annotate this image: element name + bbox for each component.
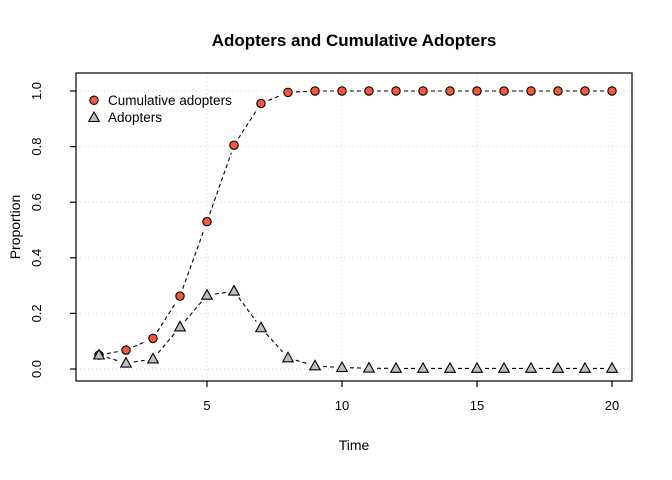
adopters-point [146, 352, 160, 364]
series-layer [92, 86, 619, 373]
y-tick-label: 1.0 [29, 82, 44, 100]
series-line-segment [156, 302, 177, 332]
cumulative-adopters-point [580, 86, 590, 96]
adopters-point [524, 361, 538, 373]
adopters-point [281, 351, 295, 363]
adopters-point [416, 361, 430, 373]
adopters-point [173, 320, 187, 332]
x-tick-label: 10 [335, 398, 349, 413]
adopters-point [443, 361, 457, 373]
adopters-point [227, 284, 241, 296]
y-tick-label: 0.2 [29, 304, 44, 322]
cumulative-adopters-point [364, 86, 374, 96]
series-line-segment [184, 301, 203, 322]
y-tick-label: 0.6 [29, 193, 44, 211]
adopters-point [605, 361, 619, 373]
cumulative-adopters-point [418, 86, 428, 96]
cumulative-adopters-point [202, 216, 212, 227]
cumulative-adopters-point [472, 86, 482, 96]
series-line-segment [295, 359, 308, 365]
axes-layer: 5 10 15 20 0.0 0.2 0.4 0.6 0.8 1.0 [29, 72, 633, 413]
x-axis-label: Time [339, 437, 370, 453]
chart-title: Adopters and Cumulative Adopters [212, 31, 497, 50]
legend-triangle-icon [87, 110, 101, 123]
x-tick-label: 15 [470, 398, 484, 413]
series-line-segment [322, 365, 335, 368]
plot-frame [75, 72, 633, 382]
cumulative-adopters-point [310, 86, 320, 96]
cumulative-adopters-point [337, 86, 347, 96]
cumulative-adopters-point [445, 86, 455, 96]
cumulative-adopters-point [526, 86, 536, 96]
series-line-segment [106, 351, 119, 355]
x-tick-label: 20 [605, 398, 619, 413]
series-line-segment [268, 94, 281, 101]
adopters-point [335, 360, 349, 373]
series-line-segment [133, 359, 146, 363]
adopters-point [92, 348, 106, 360]
cumulative-adopters-point [229, 140, 239, 150]
y-tick-label: 0.0 [29, 360, 44, 378]
series-line-segment [214, 291, 227, 295]
series-line-segment [295, 90, 308, 93]
adopters-point [362, 361, 376, 373]
series-line-segment [106, 356, 119, 362]
legend-label-adopters: Adopters [108, 110, 162, 125]
series-line-segment [133, 341, 146, 348]
adopters-point [119, 356, 133, 368]
cumulative-adopters-point [607, 86, 617, 96]
cumulative-adopters-point [391, 86, 401, 96]
cumulative-adopters-point [256, 98, 266, 109]
cumulative-adopters-point [175, 291, 185, 301]
adopters-point [200, 288, 214, 300]
legend-circle-icon [89, 95, 99, 106]
adopters-point [578, 361, 592, 373]
x-tick-label: 5 [203, 398, 210, 413]
cumulative-adopters-point [499, 86, 509, 96]
adopters-point [470, 361, 484, 373]
series-line-segment [157, 332, 176, 354]
adopters-point [308, 359, 322, 371]
series-line-segment [265, 333, 284, 353]
y-tick-label: 0.8 [29, 138, 44, 156]
cumulative-adopters-point [553, 86, 563, 96]
y-axis-label: Proportion [7, 195, 23, 260]
cumulative-adopters-point [148, 333, 158, 344]
series-line-segment [209, 152, 232, 215]
adopters-point [254, 321, 268, 333]
adopters-point [389, 361, 403, 373]
series-line-segment [238, 297, 257, 322]
series-line-segment [182, 228, 205, 289]
adopters-point [551, 361, 565, 373]
cumulative-adopters-point [283, 87, 293, 98]
cumulative-adopters-point [121, 345, 131, 355]
legend-markers [87, 95, 101, 123]
adopters-point [497, 361, 511, 373]
y-tick-label: 0.4 [29, 249, 44, 267]
series-line-segment [237, 109, 258, 139]
legend-label-cumulative-adopters: Cumulative adopters [108, 93, 232, 108]
